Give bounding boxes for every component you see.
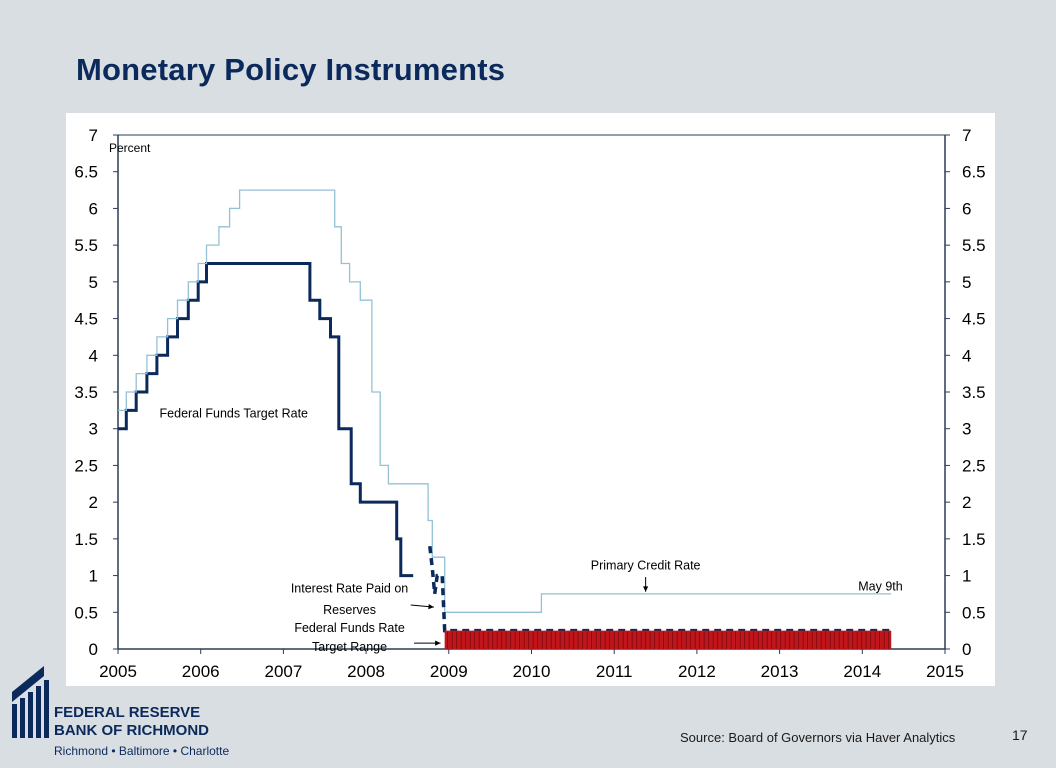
y-tick-label-left: 6 (89, 199, 98, 218)
annotation-target-range-line2: Target Range (312, 640, 387, 654)
monetary-policy-chart: 0 0 0.5 0.5 1 1 1.5 1.5 2 2 2.5 2.5 3 3 3.5 3.5 4 4 4.5 4.5… (74, 126, 986, 681)
frb-richmond-logo: FEDERAL RESERVE BANK OF RICHMOND Richmon… (8, 664, 248, 764)
y-tick-label-left: 0.5 (74, 603, 98, 622)
y-tick-label-right: 2 (962, 493, 971, 512)
y-tick-label-left: 1 (89, 567, 98, 586)
page-number: 17 (1012, 727, 1028, 743)
logo-cities: Richmond • Baltimore • Charlotte (54, 744, 230, 758)
y-tick-label-right: 4.5 (962, 310, 986, 329)
annotation-ior-line1: Interest Rate Paid on (291, 581, 408, 595)
y-tick-label-left: 1.5 (74, 530, 98, 549)
y-tick-label-left: 5.5 (74, 236, 98, 255)
frb-building-icon (12, 666, 49, 738)
fed-funds-target-line (118, 262, 414, 578)
interest-on-reserves-line (428, 546, 892, 633)
x-tick-label: 2009 (430, 662, 468, 681)
y-tick-label-left: 4.5 (74, 310, 98, 329)
y-tick-label-left: 3 (89, 420, 98, 439)
slide-title: Monetary Policy Instruments (76, 52, 506, 87)
logo-bank-name: FEDERAL RESERVE BANK OF RICHMOND (54, 704, 209, 739)
annotation-primary-credit: Primary Credit Rate (591, 559, 701, 573)
x-tick-label: 2011 (596, 662, 633, 681)
y-axis-label: Percent (109, 141, 151, 155)
x-tick-label: 2008 (347, 662, 385, 681)
x-tick-label: 2015 (926, 662, 964, 681)
y-tick-label-right: 3 (962, 420, 971, 439)
x-tick-label: 2013 (761, 662, 799, 681)
y-tick-label-left: 5 (89, 273, 98, 292)
x-tick-label: 2006 (182, 662, 220, 681)
y-tick-label-right: 5 (962, 273, 971, 292)
annotation-may-9th: May 9th (858, 579, 903, 593)
y-tick-label-right: 6 (962, 199, 971, 218)
y-tick-label-right: 1.5 (962, 530, 986, 549)
y-tick-label-right: 0.5 (962, 603, 986, 622)
primary-credit-line (118, 189, 892, 613)
y-tick-label-right: 0 (962, 640, 971, 659)
y-tick-label-right: 6.5 (962, 163, 986, 182)
arrow-target-range-head (435, 640, 441, 646)
y-tick-label-left: 6.5 (74, 163, 98, 182)
arrow-primary-credit-head (643, 586, 649, 592)
y-tick-label-right: 3.5 (962, 383, 986, 402)
y-tick-label-right: 4 (962, 346, 971, 365)
y-tick-label-right: 5.5 (962, 236, 986, 255)
y-tick-label-left: 7 (89, 126, 98, 145)
y-tick-label-left: 2.5 (74, 456, 98, 475)
chart-panel: 0 0 0.5 0.5 1 1 1.5 1.5 2 2 2.5 2.5 3 3 3.5 3.5 4 4 4.5 4.5… (66, 113, 995, 686)
y-tick-label-right: 7 (962, 126, 971, 145)
y-tick-label-left: 2 (89, 493, 98, 512)
y-tick-label-right: 2.5 (962, 456, 986, 475)
x-tick-label: 2005 (99, 662, 137, 681)
x-tick-label: 2012 (678, 662, 716, 681)
annotation-target-range-line1: Federal Funds Rate (294, 621, 405, 635)
x-tick-label: 2007 (264, 662, 302, 681)
source-note: Source: Board of Governors via Haver Ana… (680, 730, 956, 745)
annotation-fed-funds-target: Federal Funds Target Rate (160, 407, 309, 421)
y-tick-label-left: 4 (89, 346, 98, 365)
x-tick-label: 2010 (513, 662, 551, 681)
y-tick-label-left: 0 (89, 640, 98, 659)
annotation-ior-line2: Reserves (323, 603, 376, 617)
x-tick-label: 2014 (843, 662, 881, 681)
arrow-interest-on-reserves-head (428, 604, 434, 610)
y-tick-label-right: 1 (962, 567, 971, 586)
y-tick-label-left: 3.5 (74, 383, 98, 402)
